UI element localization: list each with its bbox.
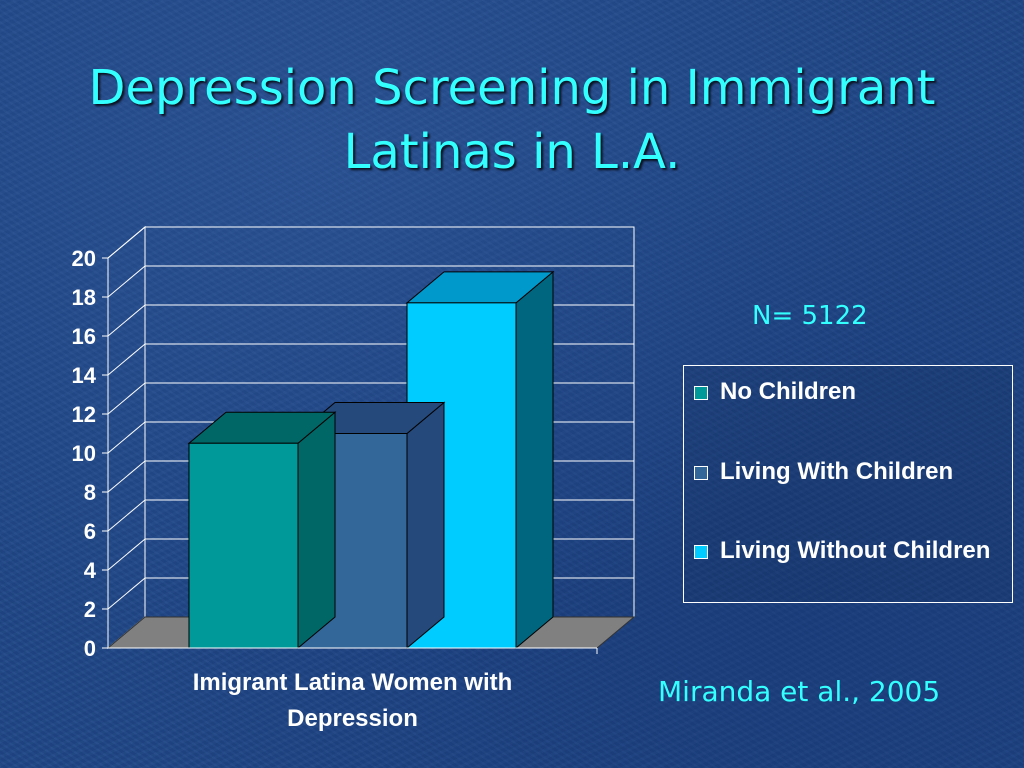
y-tick-label: 14 — [72, 363, 97, 388]
chart-side-wall — [107, 225, 146, 650]
y-tick-label: 2 — [84, 597, 96, 622]
y-tick-label: 0 — [84, 636, 96, 661]
sample-size-label: N= 5122 — [752, 301, 868, 331]
slide-title-line-1: Depression Screening in Immigrant — [88, 60, 936, 116]
citation: Miranda et al., 2005 — [658, 675, 941, 708]
y-tick-label: 18 — [72, 285, 96, 310]
chart-bars — [187, 270, 555, 650]
gridline-side — [107, 421, 146, 454]
y-tick-label: 10 — [72, 441, 96, 466]
gridline-side — [107, 538, 146, 571]
gridline-side — [107, 382, 146, 415]
legend-swatch — [694, 466, 708, 480]
legend-item-living-with-children: Living With Children — [694, 455, 1004, 489]
legend-item-living-without-children: Living Without Children — [694, 534, 1004, 568]
y-tick-label: 12 — [72, 402, 96, 427]
bar-side-face — [297, 411, 336, 650]
chart-legend: No Children Living With Children Living … — [683, 365, 1013, 603]
gridline-side — [107, 577, 146, 610]
bar-no-children — [187, 411, 337, 650]
y-tick-label: 8 — [84, 480, 96, 505]
x-category-label: Depression — [287, 705, 418, 732]
x-category-label: Imigrant Latina Women with — [193, 669, 513, 696]
y-tick-label: 6 — [84, 519, 96, 544]
gridline-side — [107, 265, 146, 298]
y-tick-label: 16 — [72, 324, 96, 349]
gridline-side — [107, 499, 146, 532]
bar-side-face — [406, 401, 445, 650]
gridline-side — [107, 343, 146, 376]
slide-title: Depression Screening in Immigrant Latina… — [0, 56, 1024, 184]
legend-label: Living Without Children — [720, 537, 991, 564]
slide-title-line-2: Latinas in L.A. — [343, 124, 681, 180]
x-axis: Imigrant Latina Women with Depression — [108, 647, 598, 732]
bar-front-face — [188, 442, 299, 649]
legend-swatch — [694, 386, 708, 400]
legend-label: No Children — [720, 378, 856, 405]
y-tick-label: 4 — [84, 558, 97, 583]
legend-swatch — [694, 545, 708, 559]
gridline-side — [107, 304, 146, 337]
gridline-side — [107, 460, 146, 493]
legend-item-no-children: No Children — [694, 375, 1004, 409]
legend-label: Living With Children — [720, 458, 954, 485]
y-axis: 0 2 4 6 8 10 12 14 16 18 20 — [72, 246, 109, 661]
y-tick-label: 20 — [72, 246, 96, 271]
gridline-side — [107, 226, 146, 259]
bar-side-face — [515, 270, 554, 650]
